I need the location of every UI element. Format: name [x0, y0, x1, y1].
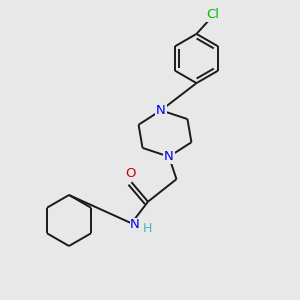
Text: N: N	[130, 218, 140, 231]
Text: H: H	[142, 222, 152, 235]
Text: N: N	[156, 104, 166, 117]
Text: O: O	[126, 167, 136, 180]
Text: N: N	[164, 150, 174, 163]
Text: Cl: Cl	[206, 8, 219, 21]
